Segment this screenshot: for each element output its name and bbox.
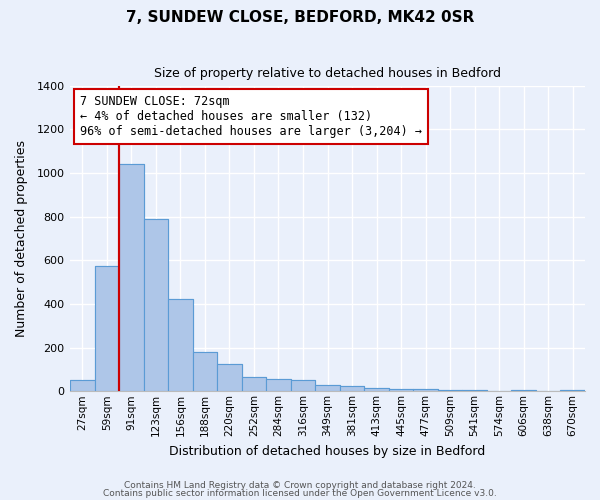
Bar: [315, 385, 340, 392]
Text: Contains HM Land Registry data © Crown copyright and database right 2024.: Contains HM Land Registry data © Crown c…: [124, 481, 476, 490]
Bar: [340, 386, 364, 392]
Bar: [217, 364, 242, 392]
Bar: [413, 390, 438, 392]
Bar: [95, 266, 119, 392]
Bar: [511, 390, 536, 392]
Bar: [119, 164, 143, 392]
Bar: [389, 390, 413, 392]
Text: Contains public sector information licensed under the Open Government Licence v3: Contains public sector information licen…: [103, 488, 497, 498]
Bar: [364, 388, 389, 392]
Bar: [438, 390, 463, 392]
Y-axis label: Number of detached properties: Number of detached properties: [15, 140, 28, 337]
Bar: [193, 352, 217, 392]
Bar: [413, 390, 438, 392]
Bar: [291, 380, 315, 392]
Bar: [364, 388, 389, 392]
Bar: [511, 390, 536, 392]
Bar: [70, 380, 95, 392]
Bar: [389, 390, 413, 392]
Bar: [95, 266, 119, 392]
Text: 7, SUNDEW CLOSE, BEDFORD, MK42 0SR: 7, SUNDEW CLOSE, BEDFORD, MK42 0SR: [126, 10, 474, 25]
Bar: [217, 364, 242, 392]
Bar: [438, 390, 463, 392]
Bar: [463, 390, 487, 392]
Bar: [560, 390, 585, 392]
Bar: [242, 377, 266, 392]
Bar: [242, 377, 266, 392]
Bar: [119, 164, 143, 392]
Bar: [560, 390, 585, 392]
Bar: [315, 385, 340, 392]
Bar: [193, 352, 217, 392]
Bar: [340, 386, 364, 392]
Bar: [143, 219, 168, 392]
Bar: [463, 390, 487, 392]
Bar: [143, 219, 168, 392]
Bar: [168, 298, 193, 392]
Title: Size of property relative to detached houses in Bedford: Size of property relative to detached ho…: [154, 68, 501, 80]
Text: 7 SUNDEW CLOSE: 72sqm
← 4% of detached houses are smaller (132)
96% of semi-deta: 7 SUNDEW CLOSE: 72sqm ← 4% of detached h…: [80, 95, 422, 138]
Bar: [70, 380, 95, 392]
Bar: [291, 380, 315, 392]
Bar: [266, 380, 291, 392]
Bar: [266, 380, 291, 392]
Bar: [168, 298, 193, 392]
X-axis label: Distribution of detached houses by size in Bedford: Distribution of detached houses by size …: [169, 444, 485, 458]
